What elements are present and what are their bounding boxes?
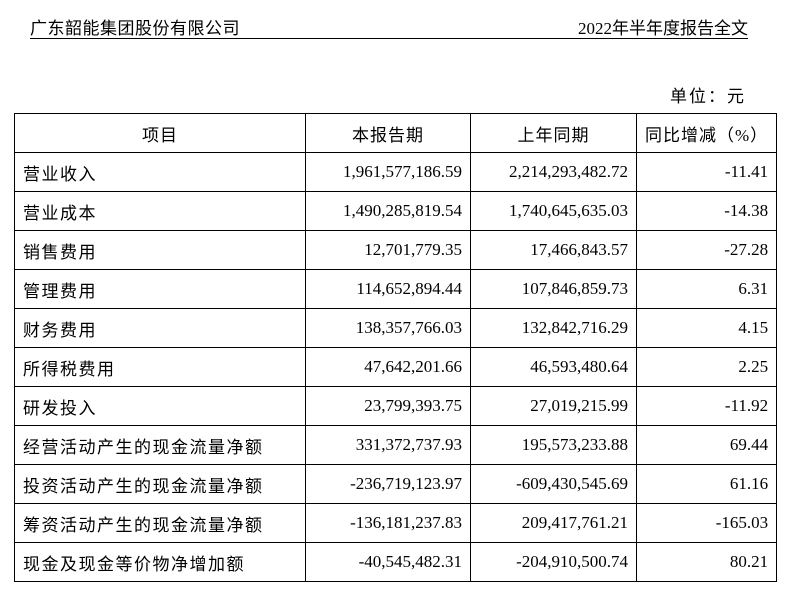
column-header: 项目 [14, 113, 306, 153]
table-row: 销售费用 12,701,779.35 17,466,843.57 -27.28 [14, 230, 778, 270]
page-header: 广东韶能集团股份有限公司 2022年半年度报告全文 [30, 12, 748, 39]
cell-value: 23,799,393.75 [305, 386, 471, 426]
cell-value: -27.28 [635, 230, 778, 270]
cell-value: 2,214,293,482.72 [470, 152, 637, 192]
cell-value: 69.44 [635, 425, 778, 465]
cell-value: 4.15 [635, 308, 778, 348]
report-title: 2022年半年度报告全文 [578, 19, 748, 38]
cell-value: 46,593,480.64 [470, 347, 637, 387]
cell-value: 1,740,645,635.03 [470, 191, 637, 231]
row-label: 财务费用 [14, 308, 306, 348]
cell-value: 2.25 [635, 347, 778, 387]
table-row: 筹资活动产生的现金流量净额 -136,181,237.83 209,417,761.… [14, 503, 778, 543]
row-label: 营业成本 [14, 191, 306, 231]
cell-value: 1,961,577,186.59 [305, 152, 471, 192]
cell-value: 195,573,233.88 [470, 425, 637, 465]
column-header: 本报告期 [305, 113, 471, 153]
cell-value: -11.92 [635, 386, 778, 426]
cell-value: 209,417,761.21 [470, 503, 637, 543]
table-row: 营业成本 1,490,285,819.54 1,740,645,635.03 -14.… [14, 191, 778, 231]
table-row: 投资活动产生的现金流量净额 -236,719,123.97 -609,430,545… [14, 464, 778, 504]
unit-label: 单位：元 [670, 87, 746, 106]
table-row: 管理费用 114,652,894.44 107,846,859.73 6.31 [14, 269, 778, 309]
row-label: 投资活动产生的现金流量净额 [14, 464, 306, 504]
row-label: 销售费用 [14, 230, 306, 270]
cell-value: 27,019,215.99 [470, 386, 637, 426]
cell-value: 107,846,859.73 [470, 269, 637, 309]
cell-value: 331,372,737.93 [305, 425, 471, 465]
cell-value: 80.21 [635, 542, 778, 582]
cell-value: -609,430,545.69 [470, 464, 637, 504]
header-row: 项目 本报告期 上年同期 同比增减（%） [14, 113, 778, 153]
cell-value: 114,652,894.44 [305, 269, 471, 309]
cell-value: -165.03 [635, 503, 778, 543]
cell-value: -40,545,482.31 [305, 542, 471, 582]
row-label: 管理费用 [14, 269, 306, 309]
row-label: 筹资活动产生的现金流量净额 [14, 503, 306, 543]
cell-value: 1,490,285,819.54 [305, 191, 471, 231]
table-row: 所得税费用 47,642,201.66 46,593,480.64 2.25 [14, 347, 778, 387]
row-label: 营业收入 [14, 152, 306, 192]
cell-value: 132,842,716.29 [470, 308, 637, 348]
cell-value: -204,910,500.74 [470, 542, 637, 582]
cell-value: 6.31 [635, 269, 778, 309]
row-label: 所得税费用 [14, 347, 306, 387]
cell-value: -136,181,237.83 [305, 503, 471, 543]
table-row: 现金及现金等价物净增加额 -40,545,482.31 -204,910,500.7… [14, 542, 778, 582]
cell-value: 138,357,766.03 [305, 308, 471, 348]
table-row: 经营活动产生的现金流量净额 331,372,737.93 195,573,233.8… [14, 425, 778, 465]
data-table: 项目 本报告期 上年同期 同比增减（%） 营业收入 1,961,577,186.59 2,… [14, 113, 778, 582]
row-label: 现金及现金等价物净增加额 [14, 542, 306, 582]
cell-value: -11.41 [635, 152, 778, 192]
cell-value: 61.16 [635, 464, 778, 504]
column-header: 上年同期 [470, 113, 637, 153]
table-row: 营业收入 1,961,577,186.59 2,214,293,482.72 -11.… [14, 152, 778, 192]
cell-value: 12,701,779.35 [305, 230, 471, 270]
company-name: 广东韶能集团股份有限公司 [30, 19, 240, 38]
table-row: 财务费用 138,357,766.03 132,842,716.29 4.15 [14, 308, 778, 348]
row-label: 经营活动产生的现金流量净额 [14, 425, 306, 465]
cell-value: 17,466,843.57 [470, 230, 637, 270]
table-row: 研发投入 23,799,393.75 27,019,215.99 -11.92 [14, 386, 778, 426]
cell-value: 47,642,201.66 [305, 347, 471, 387]
row-label: 研发投入 [14, 386, 306, 426]
cell-value: -14.38 [635, 191, 778, 231]
cell-value: -236,719,123.97 [305, 464, 471, 504]
column-header: 同比增减（%） [635, 113, 778, 153]
